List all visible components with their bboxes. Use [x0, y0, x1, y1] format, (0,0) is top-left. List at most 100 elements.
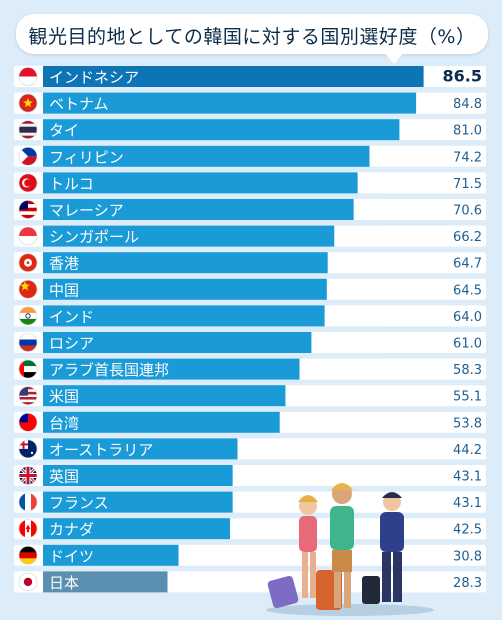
- flag-outline: [18, 412, 38, 432]
- bar: [43, 491, 233, 513]
- bar-value-label: 61.0: [453, 337, 482, 352]
- thailand-flag-icon: [19, 120, 37, 139]
- bar-category-label: 台湾: [49, 414, 79, 432]
- flag-outline: [18, 519, 38, 539]
- bar: [43, 66, 424, 87]
- flag-outline: [18, 572, 38, 592]
- japan-flag-icon: [19, 572, 37, 591]
- bar-value-label: 86.5: [443, 67, 482, 86]
- flag-outline: [18, 359, 38, 379]
- bar-category-label: 中国: [49, 281, 79, 299]
- flag-outline: [18, 386, 38, 406]
- bar-value-label: 70.6: [453, 204, 482, 219]
- france-flag-icon: [19, 493, 37, 512]
- china-flag-icon: [19, 280, 37, 299]
- bar: [43, 465, 233, 486]
- bar-category-label: アラブ首長国連邦: [49, 361, 169, 379]
- usa-flag-icon: [19, 386, 37, 405]
- malaysia-flag-icon: [19, 200, 37, 219]
- bar: [43, 358, 300, 380]
- bar: [43, 544, 179, 566]
- bar-value-label: 43.1: [453, 470, 482, 485]
- bar: [43, 278, 327, 300]
- bar-value-label: 84.8: [453, 97, 482, 112]
- bar-category-label: ロシア: [49, 335, 94, 353]
- bar-category-label: ドイツ: [49, 547, 94, 565]
- bar: [43, 438, 238, 460]
- bar-value-label: 66.2: [453, 230, 482, 245]
- uk-flag-icon: [19, 466, 37, 485]
- turkey-flag-icon: [19, 173, 37, 192]
- philippines-flag-icon: [19, 147, 37, 166]
- bar-value-label: 71.5: [453, 177, 482, 192]
- travelers-illustration: [266, 483, 434, 616]
- bar-category-label: 日本: [49, 574, 79, 592]
- flag-outline: [18, 120, 38, 139]
- flag-outline: [18, 333, 38, 352]
- singapore-flag-icon: [19, 227, 37, 246]
- bar-value-label: 43.1: [453, 496, 482, 511]
- bar-category-label: カナダ: [49, 521, 94, 539]
- bar-value-label: 64.5: [453, 283, 482, 298]
- bar: [43, 305, 325, 327]
- flag-outline: [18, 306, 38, 326]
- flag-outline: [18, 93, 38, 113]
- bar-value-label: 81.0: [453, 124, 482, 139]
- bar-value-label: 53.8: [453, 416, 482, 431]
- bar-category-label: フィリピン: [49, 148, 124, 166]
- flag-outline: [18, 173, 38, 193]
- bar: [43, 252, 328, 274]
- russia-flag-icon: [19, 333, 37, 352]
- bar-category-label: フランス: [49, 494, 109, 512]
- title-bubble-tail: [384, 52, 404, 64]
- bar-category-label: オーストラリア: [49, 441, 153, 459]
- uae-flag-icon: [19, 360, 37, 379]
- bar: [43, 571, 168, 593]
- flag-outline: [18, 466, 38, 485]
- title-bubble: [16, 14, 488, 54]
- australia-flag-icon: [19, 439, 37, 458]
- bar-value-label: 64.0: [453, 310, 482, 325]
- flag-outline: [18, 226, 38, 246]
- bar: [43, 385, 286, 407]
- bar-category-label: トルコ: [49, 175, 94, 193]
- bar-category-label: タイ: [49, 122, 79, 140]
- bar-category-label: インドネシア: [49, 69, 139, 87]
- flag-outline: [18, 200, 38, 219]
- bar: [43, 172, 358, 194]
- bar: [43, 518, 230, 540]
- bar-value-label: 74.2: [453, 150, 482, 165]
- bar-value-label: 58.3: [453, 363, 482, 378]
- bar: [43, 332, 312, 353]
- flag-outline: [18, 253, 38, 272]
- bar-category-label: 米国: [49, 388, 79, 406]
- flag-outline: [18, 545, 38, 565]
- canada-flag-icon: [19, 519, 37, 538]
- bar-value-label: 28.3: [453, 576, 482, 591]
- bar-category-label: マレーシア: [49, 202, 124, 220]
- flag-outline: [18, 67, 38, 86]
- bar: [43, 411, 280, 433]
- bar-value-label: 44.2: [453, 443, 482, 458]
- germany-flag-icon: [19, 546, 37, 565]
- bar-category-label: ベトナム: [49, 95, 109, 113]
- taiwan-flag-icon: [19, 413, 37, 432]
- bar: [43, 119, 400, 141]
- bar: [43, 92, 417, 114]
- bar: [43, 199, 354, 220]
- indonesia-flag-icon: [19, 67, 37, 86]
- bar-category-label: シンガポール: [49, 228, 139, 246]
- flag-outline: [18, 439, 38, 459]
- bar: [43, 145, 370, 167]
- flag-outline: [18, 147, 38, 166]
- bar-value-label: 55.1: [453, 390, 482, 405]
- bar-category-label: インド: [49, 308, 94, 326]
- bar-value-label: 42.5: [453, 523, 482, 538]
- bar-chart: インドネシア 86.5 ベトナム 84.8 タイ 81.0 フィリピン 74.2 トルコ 71.5…: [14, 66, 486, 593]
- hongkong-flag-icon: [19, 253, 37, 272]
- bar-category-label: 香港: [49, 255, 79, 273]
- bar-value-label: 64.7: [453, 257, 482, 272]
- flag-outline: [18, 492, 38, 512]
- chart-title: 観光目的地としての韓国に対する国別選好度（%）: [28, 26, 476, 48]
- vietnam-flag-icon: [19, 94, 37, 113]
